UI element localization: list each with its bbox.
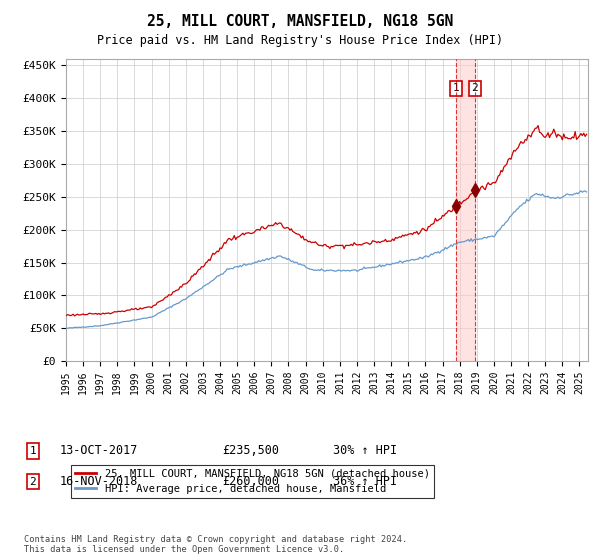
- Text: Contains HM Land Registry data © Crown copyright and database right 2024.
This d: Contains HM Land Registry data © Crown c…: [24, 535, 407, 554]
- Text: £235,500: £235,500: [222, 444, 279, 458]
- Text: 1: 1: [452, 83, 460, 94]
- Text: Price paid vs. HM Land Registry's House Price Index (HPI): Price paid vs. HM Land Registry's House …: [97, 34, 503, 46]
- Text: 1: 1: [29, 446, 37, 456]
- Text: 36% ↑ HPI: 36% ↑ HPI: [333, 475, 397, 488]
- Text: 2: 2: [29, 477, 37, 487]
- Text: 30% ↑ HPI: 30% ↑ HPI: [333, 444, 397, 458]
- Text: 13-OCT-2017: 13-OCT-2017: [60, 444, 139, 458]
- Text: £260,000: £260,000: [222, 475, 279, 488]
- Text: 2: 2: [472, 83, 478, 94]
- Bar: [456, 59, 475, 361]
- Legend: 25, MILL COURT, MANSFIELD, NG18 5GN (detached house), HPI: Average price, detach: 25, MILL COURT, MANSFIELD, NG18 5GN (det…: [71, 465, 434, 498]
- Text: 25, MILL COURT, MANSFIELD, NG18 5GN: 25, MILL COURT, MANSFIELD, NG18 5GN: [147, 14, 453, 29]
- Text: 16-NOV-2018: 16-NOV-2018: [60, 475, 139, 488]
